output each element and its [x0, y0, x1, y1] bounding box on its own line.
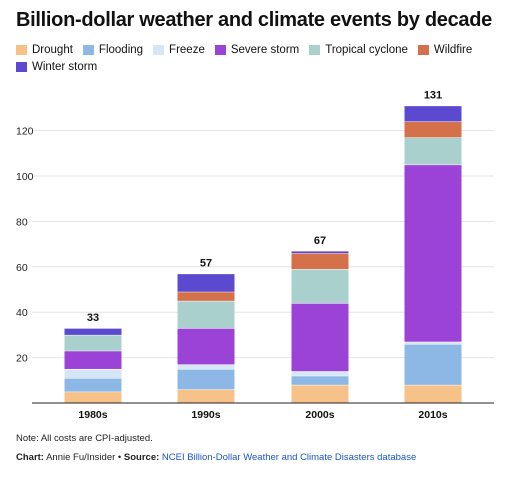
chart-title: Billion-dollar weather and climate event… — [16, 9, 492, 31]
legend: Drought Flooding Freeze Severe storm Tropica… — [16, 44, 496, 73]
bar-segment — [404, 137, 462, 165]
bar-segment — [404, 121, 462, 138]
legend-swatch — [214, 45, 226, 55]
bar-segment — [64, 328, 122, 335]
legend-item: Tropical cyclone — [309, 44, 408, 56]
bar-segment — [291, 303, 349, 372]
bar-segment — [291, 253, 349, 270]
y-tick-label: 40 — [16, 307, 28, 319]
bar-total-label: 131 — [424, 90, 442, 102]
y-tick-label: 120 — [16, 126, 34, 138]
source-link[interactable]: NCEI Billion-Dollar Weather and Climate … — [161, 452, 417, 463]
chart-credit: Chart: Annie Fu/Insider • Source: NCEI B… — [16, 452, 416, 463]
bar-segment — [177, 328, 235, 365]
bar-segment — [177, 300, 235, 329]
legend-item: Winter storm — [16, 61, 97, 73]
legend-item: Wildfire — [417, 44, 473, 56]
y-tick-label: 60 — [16, 262, 28, 274]
bar-segment — [64, 334, 122, 351]
legend-item: Drought — [16, 44, 73, 56]
bar-segment — [64, 391, 122, 403]
bar-segment — [404, 343, 462, 385]
legend-label: Freeze — [169, 44, 205, 56]
bar-segment — [291, 269, 349, 304]
y-tick-label: 100 — [16, 171, 34, 183]
bar-segment — [291, 375, 349, 385]
bar-segment — [291, 371, 349, 376]
legend-swatch — [16, 45, 27, 55]
legend-label: Tropical cyclone — [325, 44, 408, 56]
chart-note: Note: All costs are CPI-adjusted. — [16, 433, 153, 444]
legend-swatch — [16, 62, 27, 72]
legend-swatch — [309, 45, 321, 55]
x-tick-label: 1980s — [78, 409, 107, 421]
bar-segment — [177, 364, 235, 369]
legend-item: Severe storm — [214, 44, 300, 56]
legend-label: Severe storm — [230, 44, 300, 56]
legend-label: Flooding — [98, 44, 144, 56]
bar-segment — [404, 341, 462, 344]
stacked-bar-chart: 20 40 60 80 100 120 33 1980s 57 1990s 67 2000s 131 20… — [16, 90, 494, 421]
credit-label: Chart: — [16, 452, 44, 463]
legend-label: Drought — [32, 44, 73, 56]
x-tick-label: 2010s — [418, 409, 447, 421]
bar-total-label: 57 — [200, 258, 212, 270]
legend-swatch — [153, 45, 165, 55]
bar-segment — [177, 291, 235, 301]
x-tick-label: 1990s — [191, 409, 220, 421]
bar-segment — [291, 250, 349, 254]
bar-segment — [404, 384, 462, 403]
bar-total-label: 67 — [314, 235, 326, 247]
legend-label: Winter storm — [32, 61, 98, 73]
y-tick-label: 20 — [16, 353, 28, 365]
bar-segment — [64, 350, 122, 369]
x-tick-label: 2000s — [305, 409, 334, 421]
source-label: Source: — [123, 452, 160, 463]
bar-segment — [64, 368, 122, 379]
bar-segment — [177, 273, 235, 292]
legend-swatch — [82, 45, 94, 55]
bar-segment — [177, 368, 235, 390]
legend-item: Freeze — [153, 44, 205, 56]
legend-label: Wildfire — [433, 44, 473, 56]
legend-item: Flooding — [82, 44, 144, 56]
bar-segment — [404, 105, 462, 122]
bar-segment — [177, 389, 235, 403]
y-tick-label: 80 — [16, 216, 28, 228]
credit-author: Annie Fu/Insider • — [43, 452, 124, 463]
legend-swatch — [417, 45, 429, 55]
bar-segment — [64, 378, 122, 392]
bar-segment — [404, 164, 462, 342]
bar-segment — [291, 384, 349, 403]
bar-total-label: 33 — [87, 312, 99, 324]
